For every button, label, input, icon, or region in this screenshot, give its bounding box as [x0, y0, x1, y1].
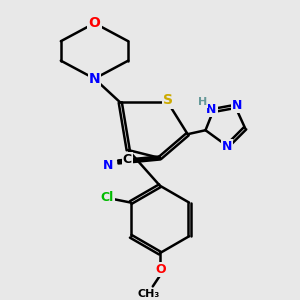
Text: Cl: Cl — [100, 190, 114, 203]
Text: N: N — [89, 72, 100, 86]
Text: CH₃: CH₃ — [138, 289, 160, 299]
Text: N: N — [222, 140, 232, 153]
Text: O: O — [155, 263, 166, 276]
Text: N: N — [232, 99, 242, 112]
Text: C: C — [123, 153, 132, 166]
Text: S: S — [163, 94, 173, 107]
Text: N: N — [103, 159, 114, 172]
Text: N: N — [206, 103, 217, 116]
Text: H: H — [198, 97, 207, 107]
Text: O: O — [88, 16, 101, 30]
